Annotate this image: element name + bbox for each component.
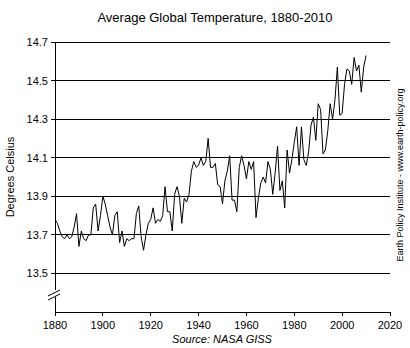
source: Source: NASA GISS <box>172 333 273 345</box>
grid-line <box>55 273 390 274</box>
x-tick-label: 1960 <box>234 319 258 331</box>
plot-area <box>55 56 366 251</box>
y-tick-label: 14.3 <box>27 113 48 125</box>
y-tick-label: 13.9 <box>27 190 48 202</box>
y-tick-label: 13.7 <box>27 229 48 241</box>
title: Average Global Temperature, 1880-2010 <box>97 10 332 25</box>
y-tick <box>51 273 55 274</box>
x-tick <box>198 312 199 316</box>
x-tick <box>150 312 151 316</box>
y-tick <box>51 80 55 81</box>
grid-line <box>55 196 390 197</box>
y-tick <box>51 196 55 197</box>
y-tick-label: 13.5 <box>27 267 48 279</box>
x-tick <box>102 312 103 316</box>
x-tick-label: 1920 <box>138 319 162 331</box>
credit: Earth Policy Institute - www.earth-polic… <box>395 89 405 262</box>
x-tick-label: 1940 <box>186 319 210 331</box>
grid-line <box>55 119 390 120</box>
y-tick <box>51 119 55 120</box>
x-tick-label: 1900 <box>91 319 115 331</box>
chart: Average Global Temperature, 1880-2010 13.… <box>0 0 410 348</box>
grid-line <box>55 80 390 81</box>
x-tick-label: 1880 <box>43 319 67 331</box>
x-tick <box>55 312 56 316</box>
y-tick-label: 14.5 <box>27 75 48 87</box>
y-tick <box>51 42 55 43</box>
y-tick-label: 14.1 <box>27 152 48 164</box>
x-tick <box>342 312 343 316</box>
axis-break-line <box>48 294 60 300</box>
y-tick-label: 14.7 <box>27 36 48 48</box>
temperature-line <box>55 56 366 251</box>
x-tick-label: 2020 <box>378 319 402 331</box>
x-tick-label: 2000 <box>330 319 354 331</box>
x-tick-label: 1980 <box>282 319 306 331</box>
y-axis-label: Degrees Celsius <box>4 136 16 217</box>
grid-line <box>55 157 390 158</box>
x-axis <box>55 312 390 313</box>
y-axis <box>55 42 56 312</box>
grid-line <box>55 42 390 43</box>
y-tick <box>51 157 55 158</box>
y-tick <box>51 234 55 235</box>
x-tick <box>246 312 247 316</box>
background <box>0 0 410 348</box>
axis-break <box>48 290 61 300</box>
grid-line <box>55 234 390 235</box>
x-tick <box>294 312 295 316</box>
x-tick <box>390 312 391 316</box>
